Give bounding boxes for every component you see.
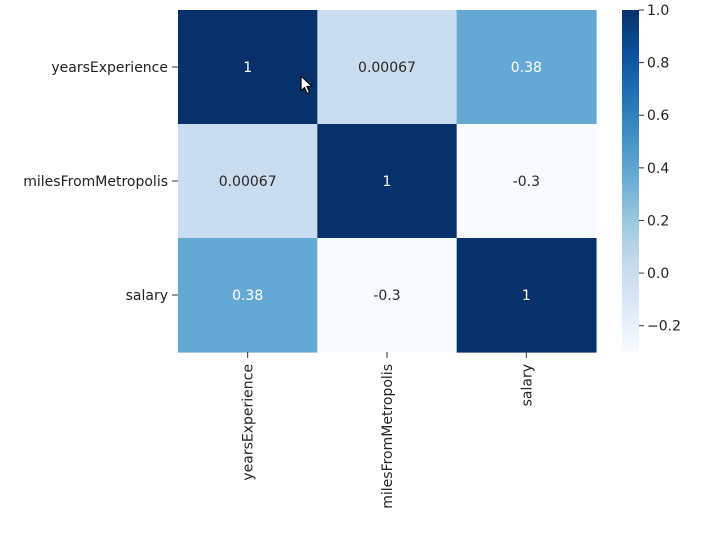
y-axis-tick-labels: yearsExperience milesFromMetropolis salary (23, 60, 178, 304)
x-tick-label: salary (519, 364, 535, 406)
colorbar-gradient (622, 10, 639, 352)
x-tick-label: yearsExperience (241, 364, 257, 481)
colorbar-tick-label: −0.2 (647, 319, 681, 335)
y-tick-label: salary (126, 288, 168, 304)
heatmap-cell (178, 238, 318, 353)
x-axis-tick-labels: yearsExperience milesFromMetropolis salary (241, 352, 535, 509)
cell-value-label: 1 (243, 60, 252, 76)
heatmap-cell (178, 10, 318, 125)
colorbar-tick-label: 0.6 (647, 108, 669, 124)
cell-value-label: -0.3 (373, 288, 400, 304)
y-tick-label: milesFromMetropolis (23, 174, 168, 190)
mouse-pointer-icon (300, 75, 313, 95)
heatmap-cells: 1 0.00067 0.38 0.00067 1 -0.3 0.38 -0.3 1 (178, 10, 597, 353)
cell-value-label: 0.00067 (219, 174, 277, 190)
cell-value-label: 1 (383, 174, 392, 190)
heatmap-cell (178, 124, 318, 239)
x-tick-label: milesFromMetropolis (380, 364, 396, 509)
colorbar-tick-label: 0.4 (647, 161, 669, 177)
heatmap-cell (317, 10, 458, 125)
colorbar-tick-label: 0.8 (647, 56, 669, 72)
cell-value-label: 0.00067 (358, 60, 416, 76)
colorbar: 1.0 0.8 0.6 0.4 0.2 0.0 −0.2 (622, 3, 681, 352)
cell-value-label: 0.38 (511, 60, 542, 76)
cell-value-label: -0.3 (513, 174, 540, 190)
cell-value-label: 0.38 (232, 288, 263, 304)
heatmap-cell (317, 238, 458, 353)
heatmap-cell (456, 10, 597, 125)
colorbar-tick-label: 0.0 (647, 266, 669, 282)
heatmap-cell (456, 124, 597, 239)
colorbar-tick-label: 0.2 (647, 213, 669, 229)
y-tick-label: yearsExperience (51, 60, 168, 76)
cell-value-label: 1 (522, 288, 531, 304)
heatmap-cell (317, 124, 458, 239)
colorbar-tick-label: 1.0 (647, 3, 669, 19)
heatmap-cell (456, 238, 597, 353)
